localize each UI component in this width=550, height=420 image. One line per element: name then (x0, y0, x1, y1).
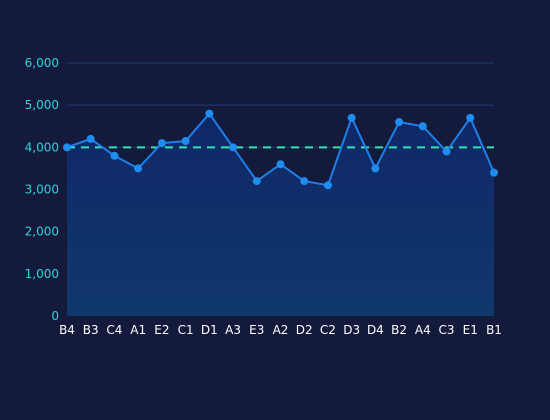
data-point-B1 (490, 168, 498, 177)
x-tick-label: E2 (154, 323, 169, 337)
data-point-B3 (86, 134, 95, 143)
data-points (63, 109, 498, 190)
data-point-D3 (347, 113, 356, 122)
data-point-C2 (323, 181, 332, 190)
data-point-C4 (110, 151, 119, 160)
data-point-C1 (181, 137, 190, 146)
x-tick-label: B3 (83, 323, 99, 337)
y-tick-label: 5,000 (25, 98, 59, 112)
y-tick-label: 6,000 (25, 56, 59, 70)
data-point-B2 (395, 118, 404, 127)
x-tick-label: A1 (130, 323, 146, 337)
x-tick-label: C2 (320, 323, 336, 337)
x-tick-label: D1 (201, 323, 218, 337)
series-area (67, 113, 494, 316)
x-tick-label: A4 (415, 323, 431, 337)
x-tick-label: D4 (367, 323, 384, 337)
data-point-E1 (466, 113, 475, 122)
data-point-A4 (418, 122, 427, 131)
x-tick-label: C1 (178, 323, 194, 337)
area-fill (67, 113, 494, 316)
y-axis-ticks: 0 1,000 2,000 3,000 4,000 5,000 6,000 (25, 56, 59, 323)
data-point-C3 (442, 147, 451, 156)
x-tick-label: D3 (343, 323, 360, 337)
data-point-A3 (229, 143, 238, 152)
x-tick-label: D2 (296, 323, 313, 337)
data-point-E3 (252, 177, 261, 186)
x-tick-label: E1 (463, 323, 478, 337)
data-point-D2 (300, 177, 309, 186)
y-tick-label: 0 (51, 309, 59, 323)
data-point-A1 (134, 164, 143, 173)
x-axis-ticks: B4 B3 C4 A1 E2 C1 D1 A3 E3 A2 D2 C2 D3 D4 B2 A4 C3 E1 B1 (59, 323, 502, 337)
x-tick-label: C4 (106, 323, 122, 337)
x-tick-label: B4 (59, 323, 75, 337)
data-point-D4 (371, 164, 380, 173)
y-tick-label: 1,000 (25, 267, 59, 281)
x-tick-label: B2 (391, 323, 407, 337)
x-tick-label: B1 (486, 323, 502, 337)
data-point-A2 (276, 160, 285, 169)
x-tick-label: A2 (273, 323, 289, 337)
y-tick-label: 2,000 (25, 225, 59, 239)
x-tick-label: C3 (439, 323, 455, 337)
x-tick-label: E3 (249, 323, 264, 337)
data-point-B4 (63, 143, 71, 152)
y-tick-label: 3,000 (25, 183, 59, 197)
y-tick-label: 4,000 (25, 140, 59, 154)
x-tick-label: A3 (225, 323, 241, 337)
data-point-D1 (205, 109, 214, 118)
data-point-E2 (157, 139, 166, 148)
